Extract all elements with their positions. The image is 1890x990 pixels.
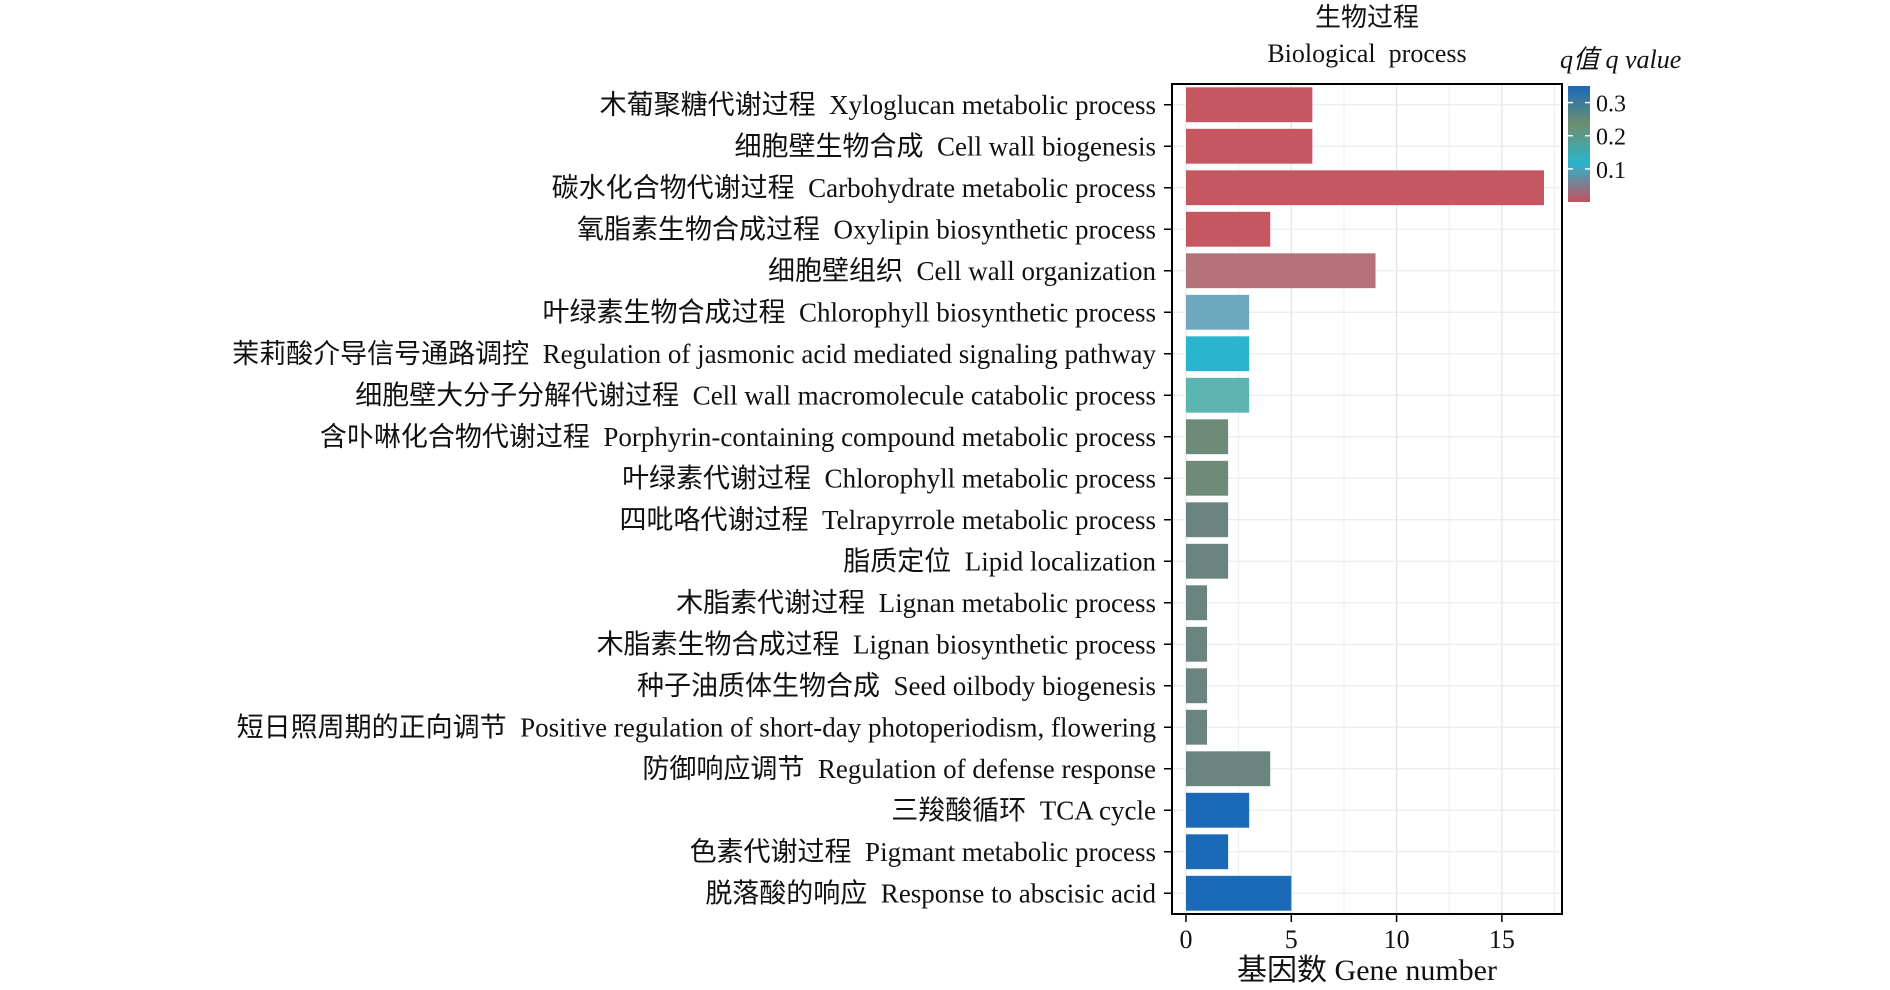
bar bbox=[1186, 875, 1292, 911]
bar bbox=[1186, 253, 1376, 289]
legend-tick-label: 0.2 bbox=[1596, 125, 1626, 151]
bar bbox=[1186, 170, 1544, 206]
bar bbox=[1186, 294, 1250, 330]
x-tick-label: 0 bbox=[1180, 925, 1193, 954]
bar bbox=[1186, 834, 1229, 870]
category-label: 叶绿素代谢过程 Chlorophyll metabolic process bbox=[622, 463, 1156, 493]
category-label: 四吡咯代谢过程 Telrapyrrole metabolic process bbox=[620, 505, 1156, 535]
bar bbox=[1186, 668, 1208, 704]
legend-title: q值 q value bbox=[1560, 45, 1681, 74]
category-label: 木葡聚糖代谢过程 Xyloglucan metabolic process bbox=[600, 90, 1156, 120]
bar bbox=[1186, 87, 1313, 123]
category-label: 种子油质体生物合成 Seed oilbody biogenesis bbox=[637, 671, 1156, 701]
bar bbox=[1186, 211, 1271, 247]
category-label: 叶绿素生物合成过程 Chlorophyll biosynthetic proce… bbox=[543, 297, 1156, 327]
x-tick-label: 5 bbox=[1285, 925, 1298, 954]
grid-lines bbox=[1172, 84, 1562, 914]
bar bbox=[1186, 543, 1229, 579]
chart-subtitle: Biological process bbox=[1267, 39, 1466, 68]
category-label: 脂质定位 Lipid localization bbox=[843, 546, 1156, 576]
bar bbox=[1186, 336, 1250, 372]
chart-title: 生物过程 bbox=[1315, 3, 1419, 32]
category-label: 短日照周期的正向调节 Positive regulation of short-… bbox=[237, 712, 1156, 742]
category-label: 防御响应调节 Regulation of defense response bbox=[642, 754, 1156, 784]
legend-tick-label: 0.1 bbox=[1596, 158, 1626, 184]
bar bbox=[1186, 626, 1208, 662]
bar bbox=[1186, 460, 1229, 496]
category-label: 细胞壁生物合成 Cell wall biogenesis bbox=[735, 131, 1156, 161]
bar bbox=[1186, 128, 1313, 164]
bar bbox=[1186, 585, 1208, 621]
category-label: 木脂素生物合成过程 Lignan biosynthetic process bbox=[597, 629, 1156, 659]
legend-tick-label: 0.3 bbox=[1596, 92, 1626, 118]
category-label: 细胞壁大分子分解代谢过程 Cell wall macromolecule cat… bbox=[355, 380, 1156, 410]
bar bbox=[1186, 751, 1271, 787]
category-label: 茉莉酸介导信号通路调控 Regulation of jasmonic acid … bbox=[232, 339, 1156, 369]
category-label: 氧脂素生物合成过程 Oxylipin biosynthetic process bbox=[577, 214, 1156, 244]
x-tick-label: 15 bbox=[1489, 925, 1515, 954]
bar bbox=[1186, 419, 1229, 455]
legend-ticks: 0.3 0.2 0.1 bbox=[1568, 92, 1626, 184]
category-labels: 木葡聚糖代谢过程 Xyloglucan metabolic process 细胞壁… bbox=[232, 90, 1172, 908]
bars bbox=[1186, 87, 1544, 911]
bar bbox=[1186, 377, 1250, 413]
bar bbox=[1186, 709, 1208, 745]
x-axis: 0 5 10 15 bbox=[1180, 914, 1515, 954]
legend-colorbar bbox=[1568, 86, 1590, 202]
bar bbox=[1186, 502, 1229, 538]
x-tick-label: 10 bbox=[1384, 925, 1410, 954]
category-label: 细胞壁组织 Cell wall organization bbox=[768, 256, 1156, 286]
category-label: 含卟啉化合物代谢过程 Porphyrin-containing compound… bbox=[320, 422, 1156, 452]
category-label: 碳水化合物代谢过程 Carbohydrate metabolic process bbox=[552, 173, 1156, 203]
bar bbox=[1186, 792, 1250, 828]
plot-frame bbox=[1171, 83, 1563, 915]
x-axis-label: 基因数 Gene number bbox=[1237, 954, 1497, 987]
legend: q值 q value 0.3 0.2 0.1 bbox=[1560, 45, 1681, 202]
category-label: 脱落酸的响应 Response to abscisic acid bbox=[705, 878, 1156, 908]
category-label: 色素代谢过程 Pigmant metabolic process bbox=[690, 837, 1156, 867]
category-label: 三羧酸循环 TCA cycle bbox=[891, 795, 1156, 825]
category-label: 木脂素代谢过程 Lignan metabolic process bbox=[676, 588, 1156, 618]
